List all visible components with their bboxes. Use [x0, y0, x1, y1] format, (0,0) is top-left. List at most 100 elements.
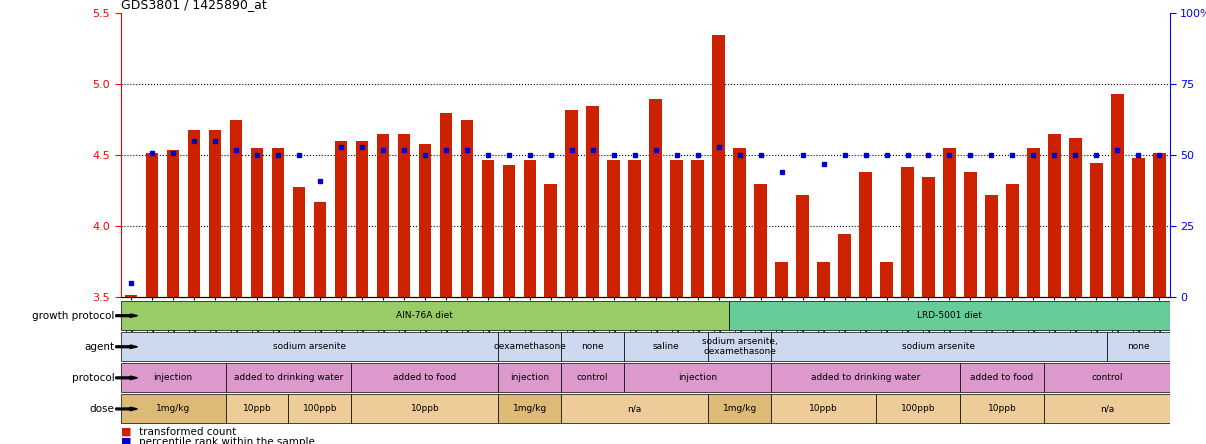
Text: GDS3801 / 1425890_at: GDS3801 / 1425890_at — [121, 0, 267, 11]
Text: injection: injection — [510, 373, 550, 382]
Bar — [293, 186, 305, 297]
Bar — [226, 363, 351, 392]
Bar — [818, 262, 830, 297]
Text: LRD-5001 diet: LRD-5001 diet — [917, 311, 982, 320]
Text: agent: agent — [84, 342, 115, 352]
Bar — [561, 394, 708, 424]
Bar — [121, 332, 498, 361]
Text: 10ppb: 10ppb — [988, 404, 1017, 413]
Text: n/a: n/a — [627, 404, 642, 413]
Bar — [880, 262, 892, 297]
Bar — [351, 394, 498, 424]
Text: n/a: n/a — [1100, 404, 1114, 413]
Bar — [561, 332, 625, 361]
Bar — [838, 234, 851, 297]
Text: saline: saline — [652, 342, 679, 351]
Bar — [251, 148, 263, 297]
Text: sodium arsenite: sodium arsenite — [273, 342, 346, 351]
Bar — [943, 148, 956, 297]
Bar — [1153, 153, 1166, 297]
Bar — [146, 153, 158, 297]
Bar — [771, 332, 1107, 361]
Bar — [188, 130, 200, 297]
Text: none: none — [1128, 342, 1149, 351]
Bar — [498, 332, 561, 361]
Bar — [733, 148, 747, 297]
Bar — [376, 134, 390, 297]
Bar — [628, 160, 642, 297]
Text: added to drinking water: added to drinking water — [810, 373, 920, 382]
Bar — [271, 148, 285, 297]
Text: AIN-76A diet: AIN-76A diet — [397, 311, 453, 320]
Bar — [334, 141, 347, 297]
Bar — [691, 160, 704, 297]
Bar — [771, 394, 876, 424]
Text: growth protocol: growth protocol — [33, 311, 115, 321]
Bar — [1111, 94, 1124, 297]
Text: 1mg/kg: 1mg/kg — [156, 404, 191, 413]
Bar — [730, 301, 1170, 330]
Text: 100ppb: 100ppb — [901, 404, 936, 413]
Bar — [964, 172, 977, 297]
Bar — [229, 120, 242, 297]
Text: ■: ■ — [121, 437, 131, 444]
Bar — [288, 394, 351, 424]
Bar — [625, 332, 708, 361]
Text: sodium arsenite: sodium arsenite — [902, 342, 976, 351]
Text: 100ppb: 100ppb — [303, 404, 338, 413]
Bar — [523, 160, 537, 297]
Bar — [439, 113, 452, 297]
Bar — [418, 144, 432, 297]
Bar — [1044, 394, 1170, 424]
Bar — [708, 332, 771, 361]
Text: sodium arsenite,
dexamethasone: sodium arsenite, dexamethasone — [702, 337, 778, 356]
Bar — [121, 394, 226, 424]
Bar — [1107, 332, 1170, 361]
Bar — [566, 110, 578, 297]
Bar — [124, 295, 137, 297]
Bar — [209, 130, 222, 297]
Bar — [1006, 184, 1019, 297]
Bar — [923, 177, 935, 297]
Bar — [166, 150, 180, 297]
Bar — [960, 363, 1044, 392]
Bar — [544, 184, 557, 297]
Text: added to food: added to food — [393, 373, 457, 382]
Text: 10ppb: 10ppb — [242, 404, 271, 413]
Bar — [121, 301, 730, 330]
Text: 1mg/kg: 1mg/kg — [513, 404, 546, 413]
Bar — [121, 363, 226, 392]
Text: transformed count: transformed count — [139, 427, 236, 436]
Text: ■: ■ — [121, 427, 131, 436]
Bar — [498, 363, 561, 392]
Bar — [503, 165, 515, 297]
Bar — [960, 394, 1044, 424]
Bar — [649, 99, 662, 297]
Text: 1mg/kg: 1mg/kg — [722, 404, 756, 413]
Bar — [771, 363, 960, 392]
Bar — [586, 106, 599, 297]
Text: percentile rank within the sample: percentile rank within the sample — [139, 437, 315, 444]
Text: added to food: added to food — [971, 373, 1034, 382]
Text: control: control — [576, 373, 609, 382]
Bar — [625, 363, 771, 392]
Bar — [561, 363, 625, 392]
Text: dose: dose — [89, 404, 115, 414]
Bar — [351, 363, 498, 392]
Bar — [713, 35, 725, 297]
Bar — [1044, 363, 1170, 392]
Bar — [481, 160, 494, 297]
Bar — [461, 120, 473, 297]
Bar — [1069, 139, 1082, 297]
Text: dexamethasone: dexamethasone — [493, 342, 567, 351]
Text: injection: injection — [153, 373, 193, 382]
Bar — [671, 160, 683, 297]
Bar — [226, 394, 288, 424]
Bar — [1132, 158, 1144, 297]
Bar — [398, 134, 410, 297]
Bar — [985, 195, 997, 297]
Bar — [1090, 163, 1102, 297]
Bar — [876, 394, 960, 424]
Bar — [1028, 148, 1040, 297]
Text: 10ppb: 10ppb — [809, 404, 838, 413]
